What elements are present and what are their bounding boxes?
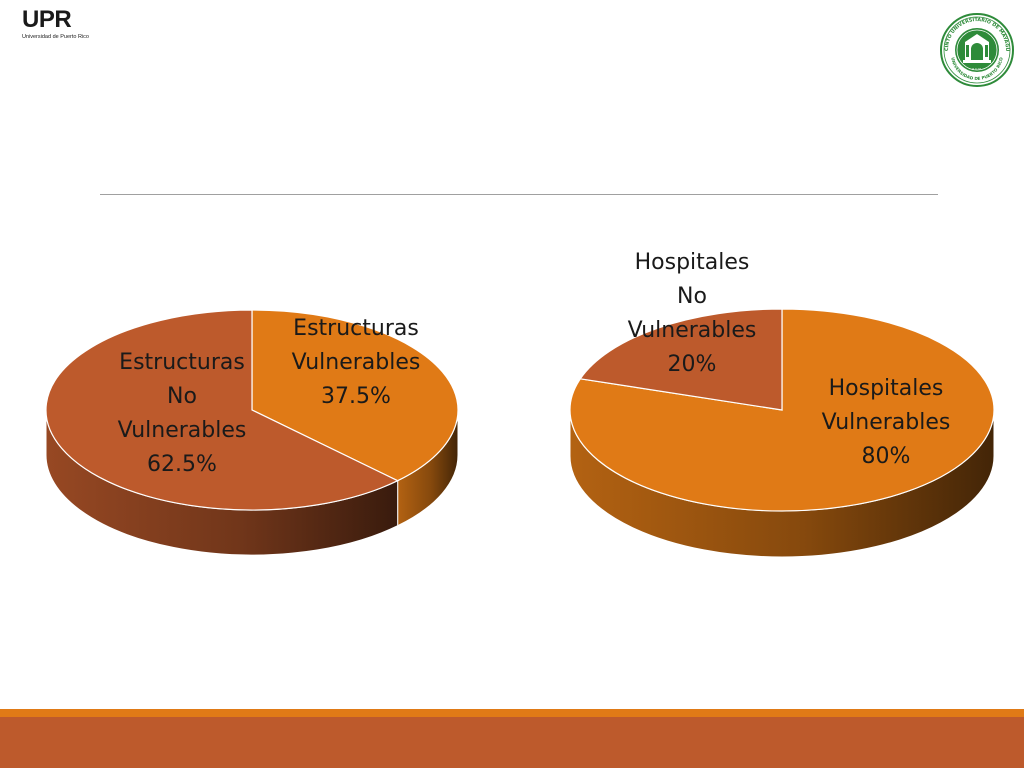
pie-1-label-line: 62.5% — [147, 452, 217, 477]
pie-2-label-line: No — [677, 284, 707, 309]
rum-seal-logo: RECINTO UNIVERSITARIO DE MAYAGÜEZ UNIVER… — [938, 12, 1014, 87]
pie-1-label-line: Vulnerables — [117, 418, 247, 443]
upr-logo-text: UPR — [22, 6, 72, 33]
pie-1-label-line: Estructuras — [119, 350, 245, 375]
pie-1-label-estructuras-vulnerables: Estructuras Vulnerables 37.5% — [276, 312, 436, 414]
seal-center-text: R.U.M. — [972, 67, 982, 71]
pie-2-slice-hospitales-no-vulnerables — [579, 308, 783, 411]
footer-brown-bar — [0, 717, 1024, 768]
upr-logo: UPR Universidad de Puerto Rico — [22, 6, 89, 42]
pie-2-label-line: Vulnerables — [627, 318, 757, 343]
pie-1-label-line: 37.5% — [321, 384, 391, 409]
title-divider — [100, 194, 938, 195]
pie-1-slice-estructuras-vulnerables — [251, 309, 459, 482]
pie-1-label-line: No — [167, 384, 197, 409]
pie-1-label-line: Vulnerables — [291, 350, 421, 375]
pie-2-label-line: 20% — [667, 352, 717, 377]
pie-2-label-line: 80% — [861, 444, 911, 469]
pie-2-label-line: Vulnerables — [821, 410, 951, 435]
footer-orange-bar — [0, 709, 1024, 717]
pie-2-label-line: Hospitales — [634, 250, 750, 275]
pie-2-label-hospitales-no-vulnerables: Hospitales No Vulnerables 20% — [612, 246, 772, 382]
upr-logo-subtext: Universidad de Puerto Rico — [22, 34, 89, 40]
pie-1-slice-estructuras-no-vulnerables — [45, 309, 400, 511]
pie-2-label-hospitales-vulnerables: Hospitales Vulnerables 80% — [806, 372, 966, 474]
pie-1-label-estructuras-no-vulnerables: Estructuras No Vulnerables 62.5% — [102, 346, 262, 482]
pie-1-label-line: Estructuras — [293, 316, 419, 341]
pie-2-label-line: Hospitales — [828, 376, 944, 401]
